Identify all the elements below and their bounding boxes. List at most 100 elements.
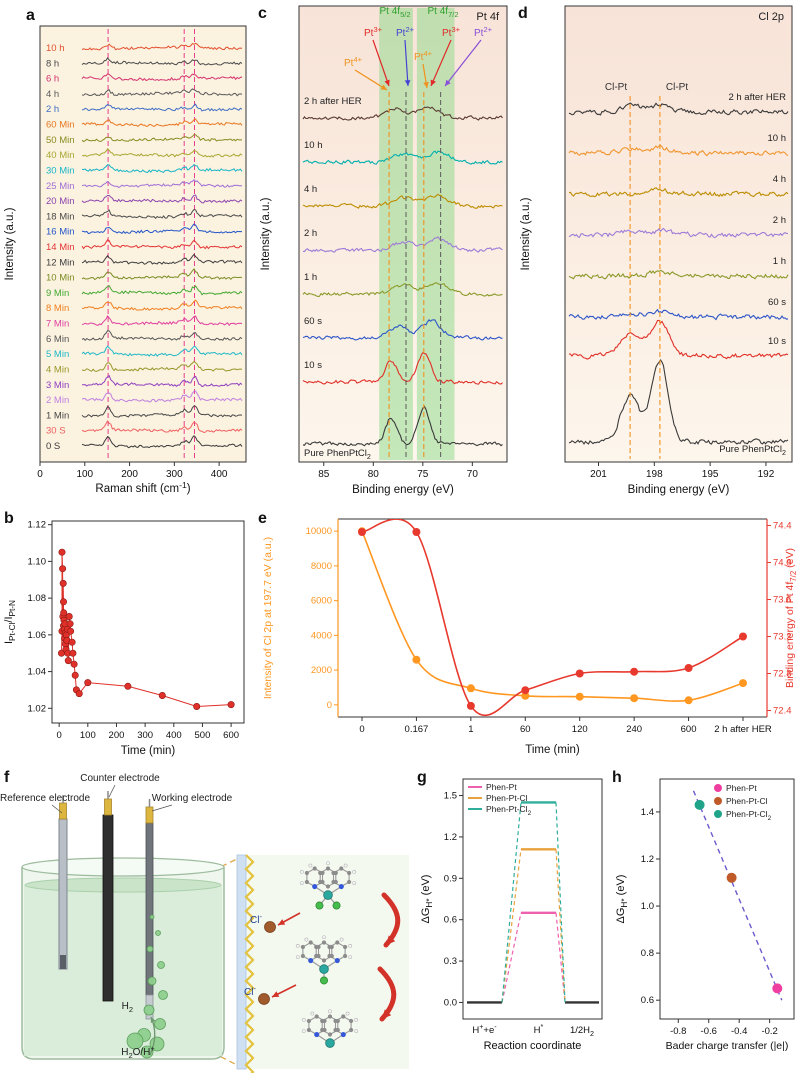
svg-text:0: 0 (359, 724, 364, 735)
svg-text:-0.4: -0.4 (731, 1026, 747, 1037)
svg-text:300: 300 (137, 730, 153, 741)
panel-letter-b: b (4, 510, 14, 527)
svg-text:60 s: 60 s (768, 297, 786, 308)
svg-text:2 h: 2 h (773, 215, 786, 226)
svg-text:0.9: 0.9 (444, 873, 457, 884)
svg-text:6000: 6000 (311, 596, 332, 607)
svg-text:1.04: 1.04 (28, 667, 47, 678)
svg-text:195: 195 (702, 469, 719, 480)
svg-text:Pure PhenPtCl2: Pure PhenPtCl2 (719, 444, 786, 457)
svg-text:72.4: 72.4 (773, 706, 792, 717)
panel-a-raman-spectra-chart: 10 h 8 h 6 h 4 h 2 h 60 Min 50 Min 40 Min 30 Min… (4, 25, 247, 495)
panel-letter-f: f (4, 769, 10, 786)
svg-text:Pt2+: Pt2+ (396, 25, 415, 39)
svg-text:Pt 4f5/2: Pt 4f5/2 (379, 6, 410, 19)
svg-text:0.3: 0.3 (444, 956, 457, 967)
svg-text:4 h: 4 h (773, 174, 786, 185)
svg-text:80: 80 (368, 469, 380, 480)
svg-text:3 Min: 3 Min (46, 380, 69, 391)
svg-text:10000: 10000 (306, 526, 332, 537)
svg-text:60: 60 (520, 724, 531, 735)
svg-text:30 Min: 30 Min (46, 165, 75, 176)
svg-text:6 h: 6 h (46, 74, 59, 85)
svg-text:2 h after HER: 2 h after HER (728, 92, 786, 103)
svg-text:Cl 2p: Cl 2p (758, 11, 784, 23)
svg-text:Raman shift (cm-1): Raman shift (cm-1) (95, 480, 190, 495)
svg-text:198: 198 (646, 469, 663, 480)
svg-text:10 Min: 10 Min (46, 273, 75, 284)
svg-text:2 h after HER: 2 h after HER (304, 96, 362, 107)
svg-text:0.6: 0.6 (641, 995, 654, 1006)
svg-text:1.2: 1.2 (444, 832, 457, 843)
svg-text:-0.6: -0.6 (701, 1026, 717, 1037)
svg-text:Pt 4f7/2: Pt 4f7/2 (427, 6, 458, 19)
svg-text:0: 0 (327, 700, 332, 711)
svg-text:74.4: 74.4 (773, 520, 792, 531)
svg-text:1/2H2: 1/2H2 (570, 1025, 594, 1038)
svg-text:30 S: 30 S (46, 426, 66, 437)
svg-text:1.2: 1.2 (641, 854, 654, 865)
svg-text:H2: H2 (122, 1001, 133, 1014)
svg-text:600: 600 (223, 730, 239, 741)
svg-text:4 h: 4 h (304, 184, 317, 195)
svg-text:H2O/H+: H2O/H+ (121, 1044, 155, 1060)
svg-text:Pure PhenPtCl2: Pure PhenPtCl2 (304, 448, 371, 461)
svg-text:Intensity (a.u.): Intensity (a.u.) (4, 207, 16, 280)
svg-text:200: 200 (109, 730, 125, 741)
svg-text:2 h: 2 h (304, 228, 317, 239)
svg-text:20 Min: 20 Min (46, 196, 75, 207)
svg-text:60 s: 60 s (304, 316, 322, 327)
svg-text:Cl-: Cl- (250, 912, 262, 926)
panel-letter-d: d (518, 5, 528, 22)
svg-text:1.4: 1.4 (641, 807, 654, 818)
svg-text:300: 300 (166, 469, 183, 480)
svg-text:72.8: 72.8 (773, 669, 792, 680)
svg-text:Bader charge transfer (|e|): Bader charge transfer (|e|) (666, 1040, 789, 1052)
svg-text:1: 1 (468, 724, 473, 735)
svg-text:201: 201 (590, 469, 607, 480)
panel-letter-e: e (258, 510, 267, 527)
svg-text:1 Min: 1 Min (46, 410, 69, 421)
svg-text:0.6: 0.6 (444, 915, 457, 926)
svg-text:1.10: 1.10 (28, 556, 47, 567)
svg-text:Pt2+: Pt2+ (474, 25, 493, 39)
svg-text:8 h: 8 h (46, 58, 59, 69)
panel-c-xps-pt4f-chart: 2 h after HER 10 h 4 h 2 h 1 h 60 s 10 s Pure P… (260, 5, 508, 496)
svg-text:Reference electrode: Reference electrode (0, 793, 90, 804)
svg-text:Cl-: Cl- (244, 984, 256, 998)
svg-text:Binding energy (eV): Binding energy (eV) (628, 484, 730, 496)
svg-text:Intensity of Cl 2p at 197.7 eV: Intensity of Cl 2p at 197.7 eV (a.u.) (262, 537, 274, 699)
svg-text:8000: 8000 (311, 561, 332, 572)
svg-text:60 Min: 60 Min (46, 120, 75, 131)
panel-h-bader-scatter-chart: Phen-Pt Phen-Pt-Cl Phen-Pt-Cl2 -0.8 -0.6 -0.4… (615, 778, 795, 1052)
svg-text:50 Min: 50 Min (46, 135, 75, 146)
svg-text:1.12: 1.12 (28, 520, 47, 531)
panel-e-dual-axis-chart: 0 0.167 1 60 120 240 600 2 h after HER Time (min… (262, 518, 798, 756)
svg-text:Phen-Pt: Phen-Pt (486, 782, 517, 792)
svg-text:Pt4+: Pt4+ (344, 55, 363, 69)
svg-text:1.02: 1.02 (28, 703, 47, 714)
svg-text:Working electrode: Working electrode (152, 793, 233, 804)
svg-text:600: 600 (681, 724, 697, 735)
svg-text:1.5: 1.5 (444, 791, 457, 802)
svg-text:16 Min: 16 Min (46, 227, 75, 238)
svg-text:0: 0 (37, 469, 43, 480)
svg-text:Counter electrode: Counter electrode (80, 773, 160, 784)
svg-text:0.8: 0.8 (641, 948, 654, 959)
svg-text:4000: 4000 (311, 630, 332, 641)
svg-text:Pt4+: Pt4+ (414, 49, 433, 63)
svg-text:H*: H* (534, 1023, 544, 1036)
svg-text:0 S: 0 S (46, 441, 60, 452)
svg-text:Time (min): Time (min) (525, 744, 580, 756)
svg-text:-0.2: -0.2 (761, 1026, 777, 1037)
svg-text:500: 500 (195, 730, 211, 741)
svg-text:10 s: 10 s (768, 336, 786, 347)
svg-text:4 Min: 4 Min (46, 364, 69, 375)
panel-b-ratio-vs-time-chart: 0 100 200 300 400 500 600 1.02 1.04 1.06 1.08 1.10 1… (3, 520, 245, 757)
svg-text:14 Min: 14 Min (46, 242, 75, 253)
panel-letter-g: g (417, 769, 427, 786)
svg-text:100: 100 (76, 469, 93, 480)
svg-text:100: 100 (80, 730, 96, 741)
svg-text:40 Min: 40 Min (46, 150, 75, 161)
